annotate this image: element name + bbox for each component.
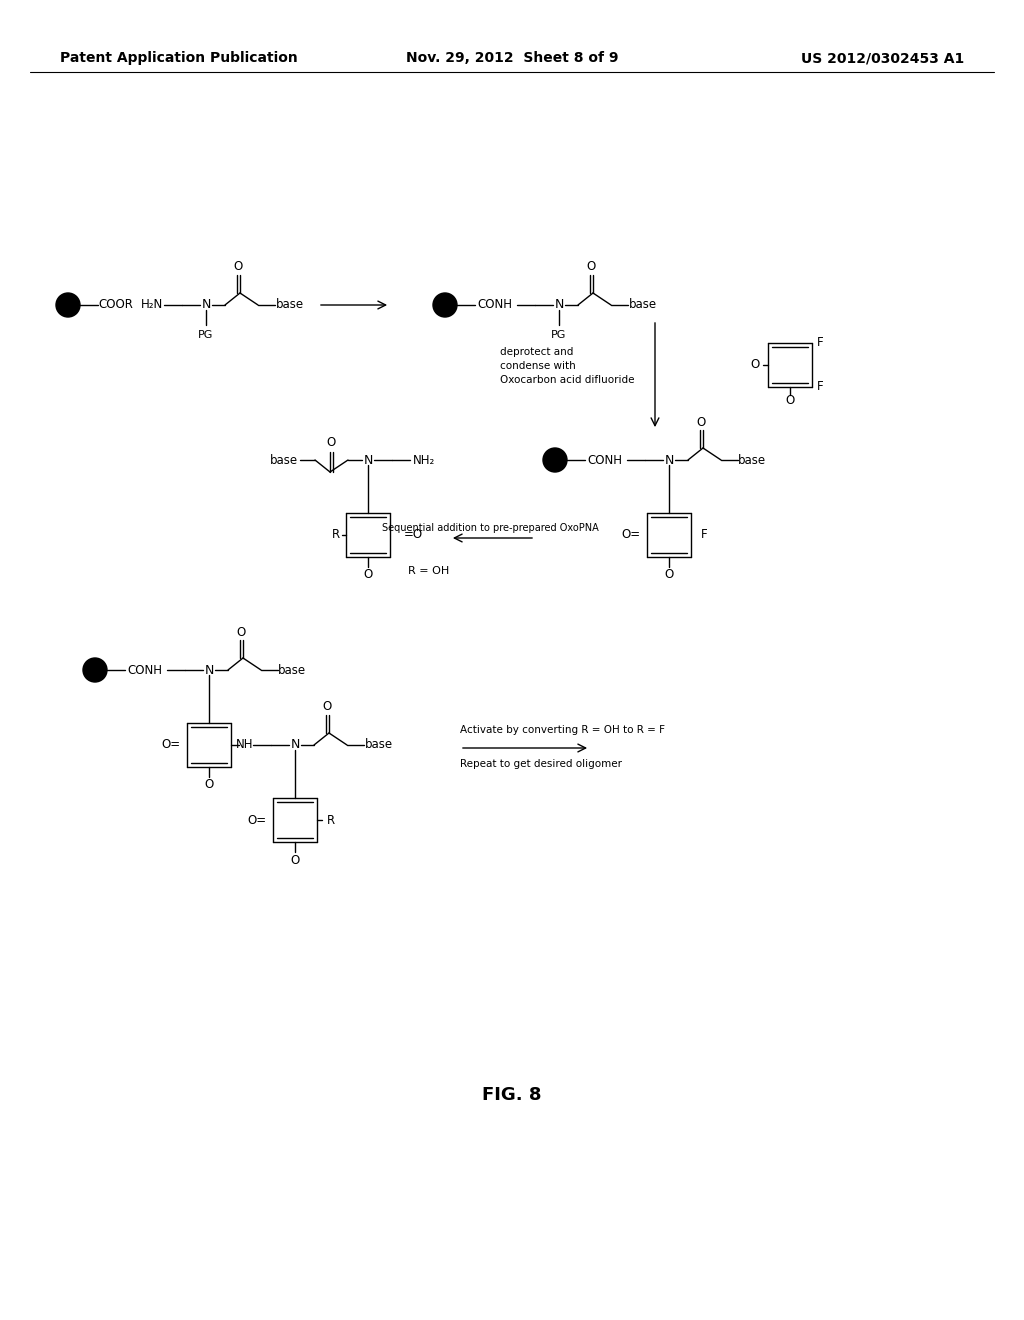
Text: PG: PG: [551, 330, 566, 341]
Text: N: N: [202, 298, 211, 312]
Text: deprotect and: deprotect and: [500, 347, 573, 356]
Text: =O: =O: [404, 528, 423, 541]
Text: N: N: [205, 664, 214, 676]
Text: base: base: [270, 454, 298, 466]
Circle shape: [56, 293, 80, 317]
Text: N: N: [364, 454, 373, 466]
Text: Activate by converting R = OH to R = F: Activate by converting R = OH to R = F: [460, 725, 665, 735]
Text: condense with: condense with: [500, 360, 575, 371]
Text: O: O: [696, 416, 706, 429]
Text: O: O: [587, 260, 596, 273]
Circle shape: [83, 657, 106, 682]
Text: O: O: [237, 626, 246, 639]
Text: H₂N: H₂N: [141, 298, 163, 312]
Circle shape: [433, 293, 457, 317]
Text: O: O: [785, 395, 795, 408]
Text: R: R: [327, 813, 335, 826]
Text: base: base: [278, 664, 306, 676]
Text: COOR: COOR: [98, 298, 133, 312]
Text: N: N: [291, 738, 300, 751]
Text: O: O: [323, 701, 332, 714]
Text: O=: O=: [248, 813, 267, 826]
Text: base: base: [738, 454, 766, 466]
Circle shape: [543, 447, 567, 473]
Text: Nov. 29, 2012  Sheet 8 of 9: Nov. 29, 2012 Sheet 8 of 9: [406, 51, 618, 65]
Text: O: O: [291, 854, 300, 866]
Text: Sequential addition to pre-prepared OxoPNA: Sequential addition to pre-prepared OxoP…: [382, 523, 598, 533]
Text: N: N: [665, 454, 674, 466]
Text: base: base: [629, 298, 657, 312]
Text: F: F: [817, 380, 823, 393]
Text: O: O: [233, 260, 243, 273]
Text: FIG. 8: FIG. 8: [482, 1086, 542, 1104]
Text: O: O: [665, 569, 674, 582]
Text: base: base: [365, 738, 393, 751]
Text: R = OH: R = OH: [408, 566, 450, 576]
Text: O=: O=: [162, 738, 181, 751]
Text: O: O: [205, 779, 214, 792]
Text: Patent Application Publication: Patent Application Publication: [60, 51, 298, 65]
Text: NH₂: NH₂: [413, 454, 435, 466]
Text: Oxocarbon acid difluoride: Oxocarbon acid difluoride: [500, 375, 635, 385]
Text: O: O: [327, 437, 336, 450]
Text: F: F: [701, 528, 708, 541]
Text: NH: NH: [237, 738, 254, 751]
Text: N: N: [554, 298, 563, 312]
Text: CONH: CONH: [128, 664, 163, 676]
Text: base: base: [275, 298, 304, 312]
Text: O: O: [364, 569, 373, 582]
Text: US 2012/0302453 A1: US 2012/0302453 A1: [801, 51, 964, 65]
Text: R: R: [332, 528, 340, 541]
Text: Repeat to get desired oligomer: Repeat to get desired oligomer: [460, 759, 622, 770]
Text: CONH: CONH: [588, 454, 623, 466]
Text: O: O: [751, 359, 760, 371]
Text: F: F: [817, 337, 823, 350]
Text: PG: PG: [199, 330, 214, 341]
Text: CONH: CONH: [477, 298, 512, 312]
Text: O=: O=: [622, 528, 641, 541]
